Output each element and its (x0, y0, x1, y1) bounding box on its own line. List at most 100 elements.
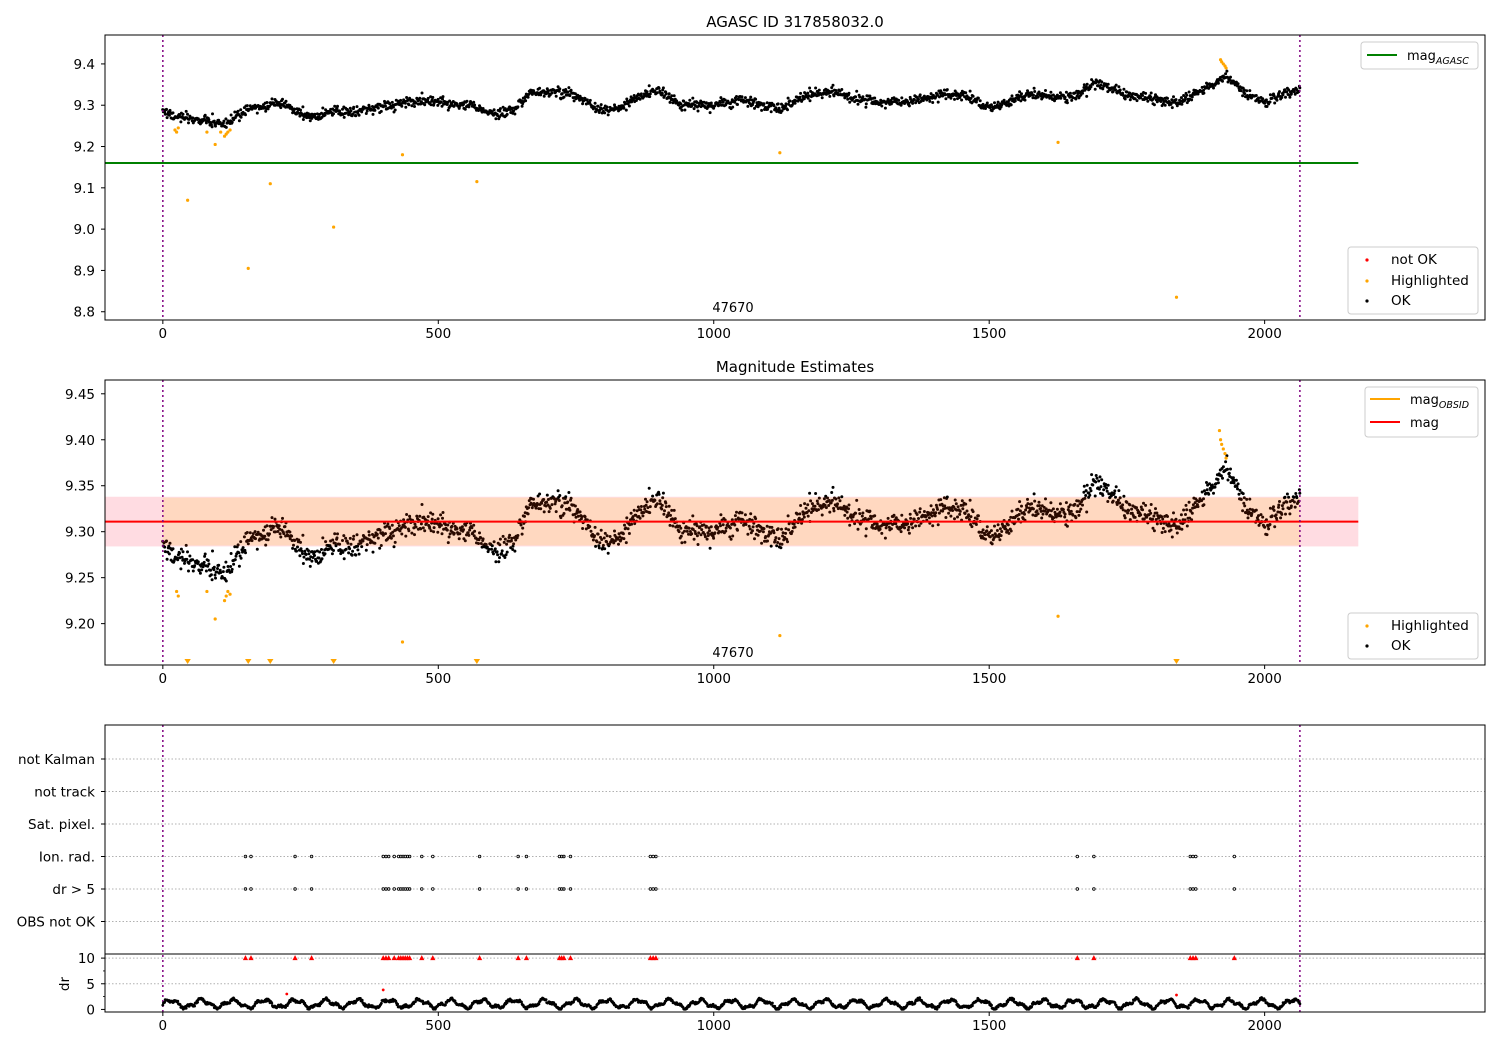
ok-point (404, 534, 408, 538)
ok-point (603, 547, 607, 551)
ok-point (295, 549, 298, 553)
ok-point (1036, 95, 1040, 99)
ok-point (878, 527, 882, 531)
ok-point (355, 105, 359, 109)
ok-point (320, 557, 324, 561)
highlighted-point (1224, 66, 1228, 70)
ok-point (945, 495, 949, 499)
ok-point (450, 524, 454, 528)
ok-point (509, 539, 513, 543)
ok-point (335, 536, 339, 540)
ok-point (233, 110, 237, 114)
ok-point (1190, 511, 1194, 515)
ok-point (978, 99, 982, 103)
ok-point (1139, 96, 1143, 100)
ok-point (682, 99, 686, 103)
ok-point (743, 96, 747, 100)
ok-point (886, 97, 890, 101)
ok-point (212, 568, 216, 572)
ok-point (455, 527, 459, 531)
ok-point (481, 537, 485, 541)
ok-point (589, 529, 593, 533)
ok-point (498, 107, 502, 111)
ok-point (635, 509, 639, 513)
ok-point (179, 567, 183, 571)
ok-point (251, 532, 255, 536)
ok-point (344, 547, 348, 551)
ok-point (1074, 516, 1078, 520)
ok-point (606, 113, 610, 117)
ok-point (180, 555, 184, 559)
ok-point (708, 546, 712, 550)
ok-point (367, 533, 371, 537)
ok-point (540, 501, 544, 505)
ok-point (799, 91, 803, 95)
ok-point (968, 498, 972, 502)
ok-point (600, 107, 604, 111)
ok-point (800, 518, 804, 521)
ok-point (907, 101, 911, 105)
ok-point (472, 534, 476, 538)
ok-point (886, 516, 890, 520)
ok-point (1221, 465, 1225, 469)
ok-point (1281, 93, 1285, 97)
ok-point (441, 95, 445, 99)
ok-point (360, 110, 364, 114)
ok-point (573, 92, 577, 96)
ok-point (678, 524, 682, 528)
ok-point (995, 529, 999, 532)
ok-point (200, 568, 204, 572)
ok-point (347, 551, 351, 555)
ok-point (900, 96, 904, 100)
ok-point (603, 531, 607, 535)
highlighted-point (176, 126, 180, 130)
ok-point (627, 532, 631, 535)
ok-point (1023, 98, 1027, 102)
ok-point (222, 119, 226, 123)
y-tick-label: 8.8 (74, 305, 95, 321)
ok-point (906, 522, 910, 526)
ok-point (820, 96, 824, 100)
ok-point (1074, 97, 1078, 101)
ok-point (989, 529, 993, 533)
ok-point (639, 92, 643, 96)
x-tick-label: 2000 (1247, 671, 1281, 687)
ok-point (774, 106, 778, 110)
ok-point (970, 525, 974, 529)
ok-point (956, 515, 959, 519)
ok-point (1196, 92, 1200, 96)
highlighted-point (228, 128, 232, 132)
ok-point (1239, 89, 1243, 93)
ok-point (440, 532, 444, 536)
ok-point (296, 545, 299, 549)
ok-point (207, 118, 211, 122)
ok-point (539, 93, 543, 97)
ok-point (1270, 96, 1274, 100)
ok-point (502, 540, 506, 544)
ok-point (481, 107, 485, 110)
ok-point (485, 545, 489, 549)
ok-point (480, 545, 484, 549)
ok-point (1185, 508, 1189, 512)
ok-point (315, 559, 319, 563)
ok-point (719, 101, 722, 104)
highlighted-point (219, 130, 223, 134)
ok-point (776, 541, 780, 544)
ok-point (680, 108, 684, 112)
ok-point (1232, 481, 1236, 485)
ok-point (596, 532, 600, 536)
ok-point (512, 109, 516, 113)
ok-point (1032, 86, 1036, 90)
ok-point (969, 515, 973, 519)
ok-point (264, 109, 268, 113)
ok-point (1044, 497, 1047, 501)
ok-point (754, 97, 758, 101)
ok-point (281, 97, 284, 101)
ok-point (1246, 516, 1250, 520)
ok-point (807, 94, 811, 98)
ok-point (214, 576, 217, 580)
ok-point (719, 513, 723, 517)
ok-point (869, 517, 873, 520)
ok-point (847, 503, 851, 507)
ok-point (641, 514, 645, 518)
